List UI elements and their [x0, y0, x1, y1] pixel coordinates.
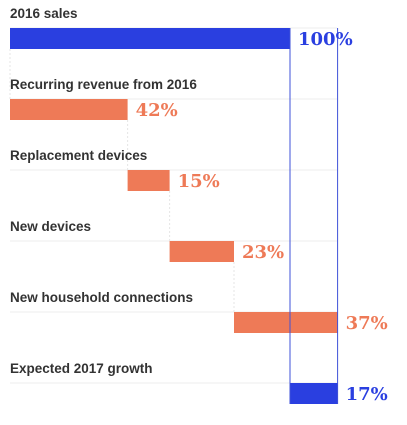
value-label: 37% — [346, 313, 388, 334]
bar-2 — [10, 99, 128, 120]
category-label: Replacement devices — [10, 148, 147, 163]
category-label: New devices — [10, 219, 91, 234]
value-label: 100% — [298, 29, 353, 50]
bar-5 — [234, 312, 338, 333]
bar-4 — [169, 241, 234, 262]
category-label: Expected 2017 growth — [10, 361, 153, 376]
bar-1 — [10, 28, 290, 49]
category-label: New household connections — [10, 290, 193, 305]
value-label: 17% — [346, 384, 388, 405]
category-label: 2016 sales — [10, 6, 78, 21]
value-label: 15% — [178, 171, 220, 192]
bar-3 — [127, 170, 170, 191]
bar-6 — [290, 383, 338, 404]
value-label: 23% — [242, 242, 284, 263]
category-label: Recurring revenue from 2016 — [10, 77, 197, 92]
value-label: 42% — [136, 100, 178, 121]
